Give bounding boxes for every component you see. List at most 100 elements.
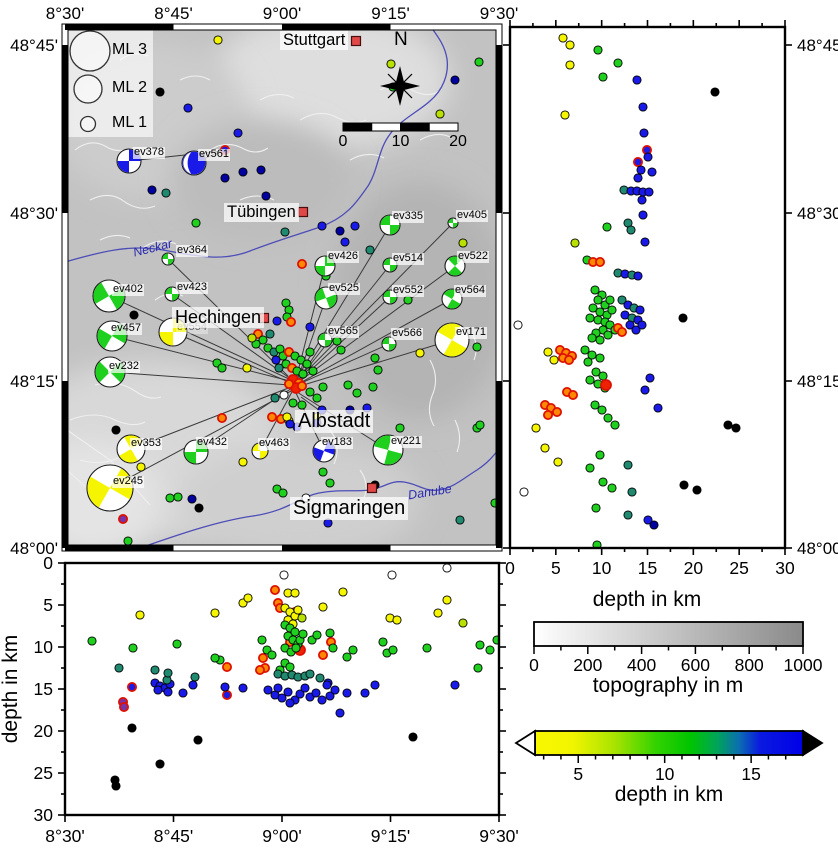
epicenter-dot [633, 173, 643, 183]
epicenter-dot [257, 635, 267, 645]
epicenter-dot [552, 406, 563, 417]
epicenter-dot [368, 382, 378, 392]
epicenter-dot [638, 102, 648, 112]
epicenter-dot [649, 520, 659, 530]
epicenter-dot [603, 330, 613, 340]
epicenter-dot [172, 639, 182, 649]
epicenter-dot [623, 460, 633, 470]
epicenter-dot [163, 668, 173, 678]
epicenter-dot [458, 618, 468, 628]
mechanism-epicenter-line [299, 298, 453, 384]
mechanism-epicenter-line [296, 297, 327, 382]
epicenter-dot [378, 637, 388, 647]
ew-lon-tick-label: 9°00' [262, 826, 302, 846]
ns-depth-tick-label: 5 [551, 558, 561, 578]
epicenter-dot [644, 187, 654, 197]
epicenter-dot [627, 487, 637, 497]
legend-circle-ml2 [73, 74, 103, 104]
epicenter-dot [301, 493, 311, 503]
epicenter-dot [553, 457, 563, 467]
epicenter-dot [595, 335, 605, 345]
epicenter-dot [564, 354, 575, 365]
epicenter-dot [123, 536, 133, 546]
epicenter-dot [610, 420, 620, 430]
epicenter-dot [388, 645, 398, 655]
epicenter-dot [283, 378, 294, 389]
depth-colorbar-right-arrow-icon [802, 729, 824, 757]
ew-lon-tick-label: 8°45' [154, 826, 194, 846]
epicenter-dot [272, 316, 282, 326]
mechanism-epicenter-line [298, 222, 454, 380]
focal-mechanism-ev423 [164, 286, 180, 302]
ew-depth-tick-label: 10 [34, 637, 54, 657]
ns-lat-tick-label: 48°30' [797, 204, 838, 223]
epicenter-dot [583, 357, 593, 367]
epicenter-dot [270, 393, 280, 403]
epicenter-dot [636, 165, 646, 175]
epicenter-dot [312, 630, 322, 640]
river-neckar [65, 27, 449, 263]
epicenter-dot [597, 405, 607, 415]
epicenter-dot [293, 605, 303, 615]
epicenter-dot [570, 238, 580, 248]
map-lat-label: 48°30' [10, 204, 58, 223]
epicenter-dot [221, 662, 232, 673]
topography-colorbar [533, 621, 804, 647]
epicenter-dot [129, 310, 139, 320]
epicenter-dot [183, 103, 193, 113]
epicenter-dot [150, 665, 160, 675]
map-lat-label: 48°15' [10, 372, 58, 391]
epicenter-dot [403, 295, 413, 305]
epicenter-dot [591, 367, 601, 377]
epicenter-dot [600, 379, 612, 391]
epicenter-dot [340, 237, 350, 247]
epicenter-dot [637, 195, 647, 205]
epicenter-dot [492, 635, 499, 645]
epicenter-dot [114, 663, 124, 673]
epicenter-dot [352, 388, 362, 398]
epicenter-dot [450, 680, 460, 690]
ns-section-frame [508, 25, 787, 550]
epicenter-dot [221, 690, 232, 701]
topo-tick-label: 800 [735, 655, 764, 675]
epicenter-dot [297, 613, 307, 623]
city-marker-stuttgart [350, 35, 362, 47]
epicenter-dot [475, 640, 485, 650]
magnitude-legend [65, 27, 153, 137]
epicenter-dot [305, 669, 315, 679]
epicenter-dot [640, 385, 650, 395]
epicenter-dot [549, 355, 559, 365]
epicenter-dot [370, 353, 380, 363]
epicenter-dot [111, 781, 121, 791]
epicenter-dot [362, 403, 372, 413]
epicenter-dot [265, 329, 275, 339]
epicenter-dot [638, 210, 648, 220]
map-lon-label: 9°00' [263, 4, 301, 23]
epicenter-dot [679, 480, 689, 490]
epicenter-dot [348, 645, 358, 655]
epicenter-dot [472, 342, 482, 352]
epicenter-dot [450, 75, 460, 85]
epicenter-dot [216, 412, 227, 423]
epicenter-dot [269, 585, 280, 596]
epicenter-dot [598, 371, 608, 381]
epicenter-dot [257, 653, 268, 664]
epicenter-dot [318, 602, 328, 612]
ns-depth-tick-label: 10 [592, 558, 612, 578]
epicenter-dot [266, 411, 277, 422]
epicenter-dot [263, 685, 273, 695]
epicenter-dot [187, 494, 197, 504]
epicenter-dot [295, 689, 305, 699]
epicenter-dot [261, 191, 271, 201]
mechanism-epicenter-line [109, 371, 291, 386]
epicenter-dot [587, 350, 597, 360]
epicenter-dot [723, 420, 733, 430]
epicenter-dot [653, 403, 663, 413]
epicenter-dot [640, 237, 650, 247]
legend-circle-ml3 [69, 30, 111, 72]
epicenter-dot [568, 389, 579, 400]
epicenter-dot [285, 662, 295, 672]
epicenter-dot [165, 493, 175, 503]
epicenter-dot [296, 258, 307, 269]
ns-depth-tick-label: 15 [638, 558, 657, 578]
